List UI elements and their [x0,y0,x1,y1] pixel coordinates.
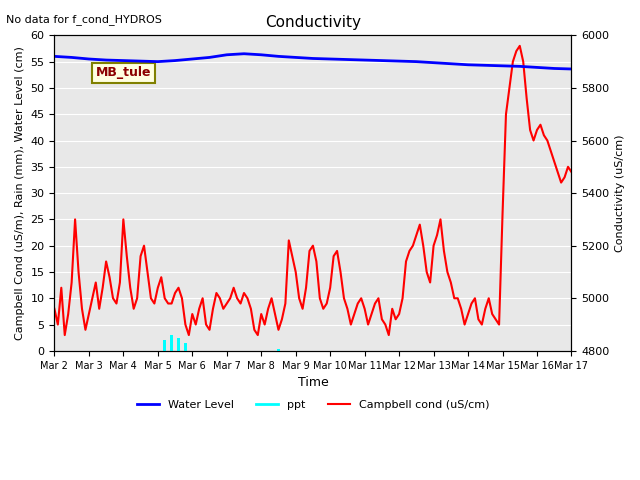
Title: Conductivity: Conductivity [265,15,361,30]
Bar [163,340,166,351]
Bar [170,335,173,351]
Bar [184,343,187,351]
Bar [277,349,280,351]
Y-axis label: Conductivity (uS/cm): Conductivity (uS/cm) [615,134,625,252]
Y-axis label: Campbell Cond (uS/m), Rain (mm), Water Level (cm): Campbell Cond (uS/m), Rain (mm), Water L… [15,46,25,340]
Text: MB_tule: MB_tule [96,66,151,79]
Legend: Water Level, ppt, Campbell cond (uS/cm): Water Level, ppt, Campbell cond (uS/cm) [132,396,493,415]
Bar [177,338,180,351]
Text: No data for f_cond_HYDROS: No data for f_cond_HYDROS [6,14,163,25]
X-axis label: Time: Time [298,376,328,389]
